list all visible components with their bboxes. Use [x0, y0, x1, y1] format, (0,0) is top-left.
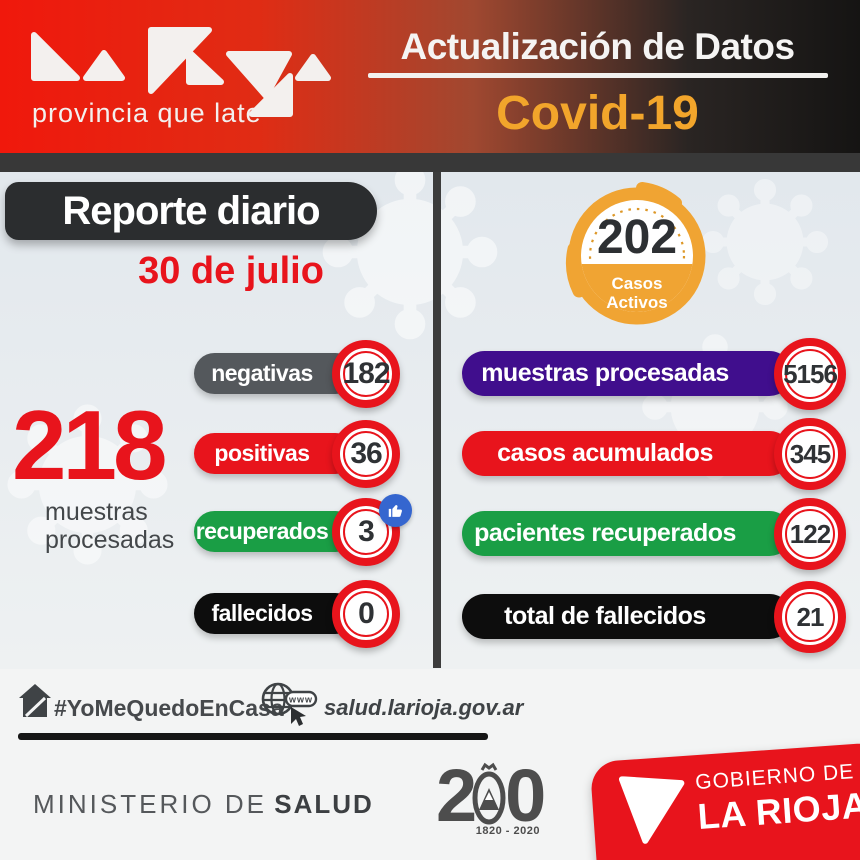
stat-pill: negativas	[194, 353, 356, 394]
stat-pill: positivas	[194, 433, 356, 474]
column-divider	[433, 172, 441, 668]
stat-value-badge: 122	[774, 498, 846, 570]
thumbs-up-icon	[379, 494, 412, 527]
daily-samples-label: muestras procesadas	[45, 498, 175, 554]
house-icon	[19, 684, 51, 718]
headline: Actualización de Datos Covid-19	[360, 0, 835, 153]
www-label: www	[288, 695, 313, 705]
stat-label: total de fallecidos	[504, 602, 706, 630]
stat-pill: pacientes recuperados	[462, 511, 792, 556]
title-underline	[368, 73, 828, 78]
stat-pill: fallecidos	[194, 593, 356, 634]
content-area: Reporte diario 30 de julio 218 muestras …	[0, 172, 860, 669]
active-cases-badge: 202 Casos Activos	[566, 182, 706, 325]
report-title-badge: Reporte diario	[5, 182, 377, 240]
government-triangle-icon	[618, 776, 685, 844]
stat-label: fallecidos	[211, 600, 313, 626]
bicentennial-emblem-icon	[472, 762, 506, 825]
stat-value-badge: 0	[332, 580, 400, 648]
stat-pill: recuperados	[194, 511, 356, 552]
header-bar: provincia que late Actualización de Dato…	[0, 0, 860, 153]
active-cases-value: 202	[597, 211, 677, 264]
daily-samples-value: 218	[12, 390, 168, 500]
bicentennial-years: 1820 - 2020	[475, 825, 540, 837]
page-title: Actualización de Datos	[400, 26, 795, 67]
ministry-label: MINISTERIO DE SALUD	[33, 789, 374, 819]
stat-label: casos acumulados	[497, 439, 713, 467]
stat-value-badge: 36	[332, 420, 400, 488]
stat-label: recuperados	[195, 518, 329, 544]
la-rioja-logo-icon: provincia que late	[31, 27, 331, 128]
globe-www-icon: www	[261, 682, 318, 726]
stat-value-badge: 5156	[774, 338, 846, 410]
active-cases-label-1: Casos	[611, 274, 662, 293]
government-label: GOBIERNO DE LA RIOJA	[694, 760, 860, 838]
hashtag-text: #YoMeQuedoEnCasa	[54, 695, 284, 721]
stat-label: positivas	[214, 440, 310, 466]
header-divider-strip	[0, 153, 860, 172]
stat-pill: muestras procesadas	[462, 351, 792, 396]
bicentennial-logo: 2 0 1820 - 2020	[436, 754, 546, 838]
virus-watermark-icon	[7, 404, 168, 565]
stat-pill: total de fallecidos	[462, 594, 792, 639]
stat-label: pacientes recuperados	[474, 519, 736, 547]
stat-value-badge: 21	[774, 581, 846, 653]
stat-value-badge: 182	[332, 340, 400, 408]
virus-watermark-icon	[322, 172, 498, 340]
stat-label: negativas	[211, 360, 313, 386]
government-badge: GOBIERNO DE LA RIOJA	[589, 741, 860, 860]
footer: #YoMeQuedoEnCasa www salud.larioja.gov.a…	[0, 669, 860, 860]
footer-rule	[18, 733, 488, 740]
stat-label: muestras procesadas	[481, 359, 729, 387]
page-subtitle: Covid-19	[496, 87, 699, 140]
report-date: 30 de julio	[138, 250, 324, 292]
virus-watermark-icon	[701, 178, 829, 306]
stat-value-badge: 345	[774, 418, 846, 490]
website-url: salud.larioja.gov.ar	[324, 695, 524, 720]
brand-tagline: provincia que late	[32, 98, 262, 128]
cursor-icon	[291, 707, 306, 726]
stat-pill: casos acumulados	[462, 431, 792, 476]
active-cases-label-2: Activos	[606, 293, 667, 312]
